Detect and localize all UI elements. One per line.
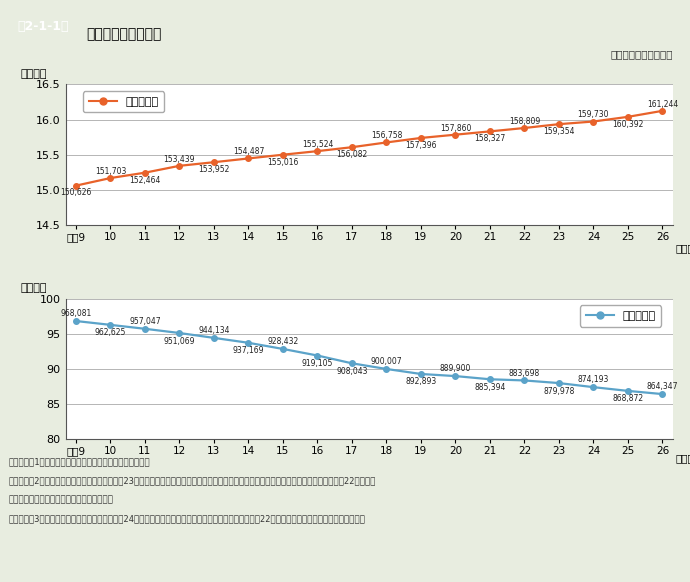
Text: （年）: （年） (676, 453, 690, 463)
Text: 153,439: 153,439 (164, 155, 195, 164)
Text: 944,134: 944,134 (198, 326, 230, 335)
Text: 937,169: 937,169 (233, 346, 264, 355)
Text: 156,758: 156,758 (371, 132, 402, 140)
Text: 874,193: 874,193 (578, 375, 609, 384)
Text: 159,354: 159,354 (543, 127, 575, 136)
Text: 3　東日本大震災の影響により、平成24年の宮城県牡鹿郡女川町の数値は、前々年数値（平成22年４月１日現在）により集計している。: 3 東日本大震災の影響により、平成24年の宮城県牡鹿郡女川町の数値は、前々年数値… (8, 514, 365, 523)
Text: （備考）　1　「消防防災・震災対策現況調査」により作成: （備考） 1 「消防防災・震災対策現況調査」により作成 (8, 457, 150, 466)
Text: 957,047: 957,047 (129, 317, 161, 326)
Legend: 消防団員数: 消防団員数 (580, 306, 661, 327)
Text: 153,952: 153,952 (198, 165, 230, 174)
Text: 155,016: 155,016 (267, 158, 299, 166)
Text: 908,043: 908,043 (336, 367, 368, 376)
Text: 156,082: 156,082 (336, 150, 368, 159)
Text: 消防職団員数の推移: 消防職団員数の推移 (86, 27, 161, 41)
Text: （万人）: （万人） (20, 69, 46, 79)
Text: 968,081: 968,081 (60, 309, 92, 318)
Text: 928,432: 928,432 (267, 337, 299, 346)
Text: 889,900: 889,900 (440, 364, 471, 373)
Text: 900,007: 900,007 (371, 357, 402, 366)
Text: （年）: （年） (676, 244, 690, 254)
Text: 883,698: 883,698 (509, 368, 540, 378)
Text: 161,244: 161,244 (647, 100, 678, 109)
Text: 885,394: 885,394 (474, 383, 506, 392)
Text: 892,893: 892,893 (405, 378, 437, 386)
Text: 951,069: 951,069 (164, 336, 195, 346)
Text: （万人）: （万人） (20, 283, 46, 293)
Text: 155,524: 155,524 (302, 140, 333, 149)
Text: 158,327: 158,327 (474, 134, 506, 143)
Text: 158,809: 158,809 (509, 117, 540, 126)
Legend: 消防職員数: 消防職員数 (83, 91, 164, 112)
Text: 868,872: 868,872 (612, 395, 644, 403)
Text: （各年４月１日現在）: （各年４月１日現在） (610, 49, 673, 59)
Text: 日現在）により集計している。: 日現在）により集計している。 (8, 495, 113, 504)
Text: 919,105: 919,105 (302, 359, 333, 368)
Text: 160,392: 160,392 (612, 120, 644, 129)
Text: 151,703: 151,703 (95, 167, 126, 176)
Text: 第2-1-1図: 第2-1-1図 (17, 20, 69, 33)
Text: 864,347: 864,347 (647, 382, 678, 391)
Text: 150,626: 150,626 (60, 189, 92, 197)
Text: 154,487: 154,487 (233, 147, 264, 157)
Text: 879,978: 879,978 (543, 386, 575, 396)
Text: 152,464: 152,464 (129, 176, 161, 184)
Text: 962,625: 962,625 (95, 328, 126, 338)
Text: 159,730: 159,730 (578, 111, 609, 119)
Text: 2　東日本大震災の影響により、平成23年の岩手県、宮城県及び福島県の消防職員数及び消防団員数については、前年数値（平成22年４月１: 2 東日本大震災の影響により、平成23年の岩手県、宮城県及び福島県の消防職員数及… (8, 476, 376, 485)
Text: 157,860: 157,860 (440, 123, 471, 133)
Text: 157,396: 157,396 (405, 141, 437, 150)
